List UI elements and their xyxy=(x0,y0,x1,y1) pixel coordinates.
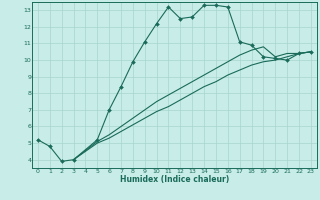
X-axis label: Humidex (Indice chaleur): Humidex (Indice chaleur) xyxy=(120,175,229,184)
